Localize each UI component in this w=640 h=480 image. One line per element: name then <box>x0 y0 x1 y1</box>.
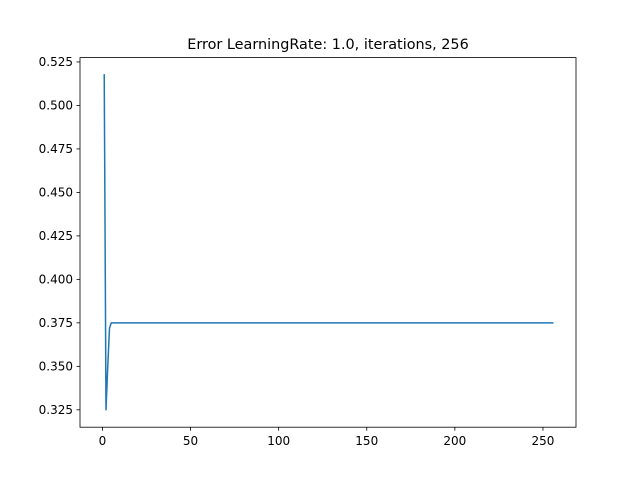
chart-title: Error LearningRate: 1.0, iterations, 256 <box>187 37 469 53</box>
x-tick-label: 100 <box>267 434 290 448</box>
x-tick-label: 50 <box>183 434 198 448</box>
x-tick-label: 200 <box>443 434 466 448</box>
y-axis: 0.325 0.350 0.375 0.400 0.425 0.450 0.475 0.500… <box>39 55 80 417</box>
x-tick-label: 250 <box>532 434 555 448</box>
series-line <box>103 74 554 411</box>
y-tick-label: 0.375 <box>39 316 73 330</box>
y-tick-label: 0.475 <box>39 142 73 156</box>
y-tick-label: 0.325 <box>39 403 73 417</box>
y-tick-label: 0.400 <box>39 273 73 287</box>
y-tick-label: 0.350 <box>39 360 73 374</box>
y-tick-label: 0.500 <box>39 99 73 113</box>
plot-area <box>103 74 554 411</box>
y-tick-label: 0.525 <box>39 55 73 69</box>
x-tick-label: 150 <box>355 434 378 448</box>
x-axis: 0 50 100 150 200 250 <box>99 427 555 448</box>
axes-frame <box>79 57 577 428</box>
y-tick-label: 0.450 <box>39 186 73 200</box>
y-tick-label: 0.425 <box>39 229 73 243</box>
x-tick-label: 0 <box>99 434 107 448</box>
